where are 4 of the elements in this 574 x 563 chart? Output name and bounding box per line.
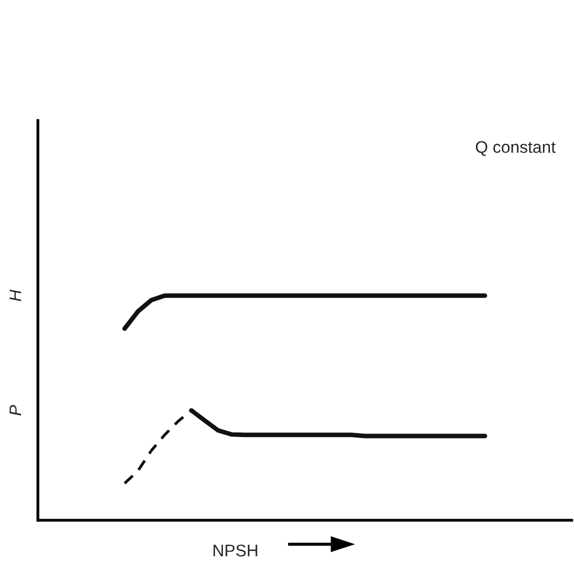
text: H <box>10 290 22 302</box>
text: P <box>10 404 22 416</box>
x-axis-title: NPSH <box>214 544 258 556</box>
text: Q constant <box>476 141 556 156</box>
